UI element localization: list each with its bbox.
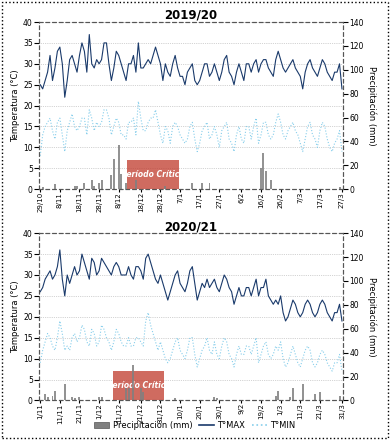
Bar (71, 397, 73, 400)
Bar (101, 397, 103, 400)
Y-axis label: Precipitación (mm): Precipitación (mm) (367, 277, 376, 356)
Bar (164, 186, 166, 189)
Bar (201, 183, 203, 189)
Bar (133, 365, 135, 400)
Bar (270, 180, 272, 189)
Bar (275, 396, 277, 400)
Bar (142, 392, 144, 400)
Bar (174, 398, 176, 400)
Bar (120, 174, 122, 189)
Bar (47, 397, 49, 400)
Bar (339, 396, 340, 400)
Bar (319, 392, 321, 400)
Bar (83, 183, 85, 189)
Bar (289, 397, 291, 400)
Bar (51, 396, 53, 400)
Bar (140, 389, 142, 400)
Bar (42, 187, 44, 189)
Bar (213, 397, 215, 400)
Bar (125, 183, 127, 189)
Bar (76, 186, 78, 189)
Y-axis label: Temperatura (°C): Temperatura (°C) (11, 280, 20, 353)
Bar (91, 180, 93, 189)
Bar (78, 397, 80, 400)
Legend: Precipitación (mm), T°MAX, T°MIN: Precipitación (mm), T°MAX, T°MIN (91, 418, 299, 434)
Bar (135, 180, 137, 189)
Bar (44, 394, 46, 400)
Bar (110, 175, 112, 189)
Bar (113, 159, 115, 189)
Bar (74, 186, 76, 189)
Bar (113, 371, 164, 400)
Bar (125, 389, 127, 400)
Bar (54, 391, 56, 400)
Bar (93, 186, 95, 189)
Bar (314, 394, 316, 400)
Text: "Período Crítico": "Período Crítico" (103, 381, 174, 390)
Title: 2019/20: 2019/20 (165, 9, 218, 22)
Bar (216, 398, 218, 400)
Title: 2020/21: 2020/21 (165, 220, 218, 233)
Y-axis label: Precipitación (mm): Precipitación (mm) (367, 66, 376, 145)
Bar (118, 145, 120, 189)
Bar (302, 384, 304, 400)
Bar (209, 183, 211, 189)
Bar (191, 183, 193, 189)
Text: "Período Crítico": "Período Crítico" (117, 170, 189, 179)
Bar (54, 184, 56, 189)
Bar (339, 187, 340, 189)
Bar (98, 183, 100, 189)
Bar (98, 397, 100, 400)
Bar (64, 384, 66, 400)
Bar (277, 391, 279, 400)
Bar (292, 389, 294, 400)
Bar (127, 160, 179, 189)
Bar (74, 398, 76, 400)
Bar (260, 168, 262, 189)
Bar (128, 389, 129, 400)
Bar (262, 154, 264, 189)
Y-axis label: Temperatura (°C): Temperatura (°C) (11, 69, 20, 142)
Bar (101, 180, 103, 189)
Bar (265, 171, 267, 189)
